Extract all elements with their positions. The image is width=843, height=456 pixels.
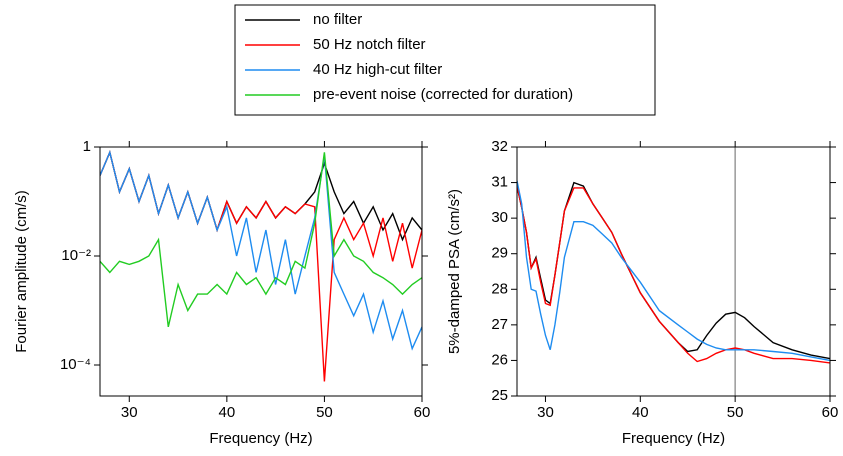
x-tick-label: 40: [632, 404, 649, 421]
y-tick-label: 31: [491, 174, 508, 191]
y-tick-label: 27: [491, 316, 508, 333]
x-tick-label: 50: [727, 404, 744, 421]
y-tick-label: 1: [83, 138, 91, 155]
x-tick-label: 30: [121, 404, 138, 421]
x-tick-label: 60: [822, 404, 839, 421]
y-tick-label: 30: [491, 209, 508, 226]
x-tick-label: 60: [414, 404, 431, 421]
series-line: [100, 150, 422, 242]
y-tick-label: 25: [491, 387, 508, 404]
y-tick-label: 10⁻²: [61, 247, 91, 264]
series-line: [100, 150, 422, 351]
series-line: [517, 180, 830, 362]
x-tick-label: 30: [537, 404, 554, 421]
plot-frame: [99, 146, 423, 397]
series-line: [517, 181, 830, 360]
y-tick-label: 32: [491, 138, 508, 155]
plot-frame: [516, 146, 831, 397]
series-line: [517, 185, 830, 364]
y-tick-label: 29: [491, 245, 508, 262]
series-line: [100, 152, 422, 328]
y-tick-label: 26: [491, 351, 508, 368]
y-tick-label: 10⁻⁴: [60, 356, 91, 373]
legend-box: [234, 4, 656, 116]
y-axis-label: 5%-damped PSA (cm/s²): [446, 189, 463, 354]
x-tick-label: 40: [219, 404, 236, 421]
legend-label: 50 Hz notch filter: [313, 36, 426, 53]
x-axis-label: Frequency (Hz): [622, 430, 725, 447]
y-axis-label: Fourier amplitude (cm/s): [13, 190, 30, 353]
legend-label: no filter: [313, 11, 362, 28]
series-line: [100, 150, 422, 382]
y-tick-label: 28: [491, 280, 508, 297]
x-axis-label: Frequency (Hz): [209, 430, 312, 447]
x-tick-label: 50: [316, 404, 333, 421]
legend-label: 40 Hz high-cut filter: [313, 61, 442, 78]
legend-label: pre-event noise (corrected for duration): [313, 86, 573, 103]
